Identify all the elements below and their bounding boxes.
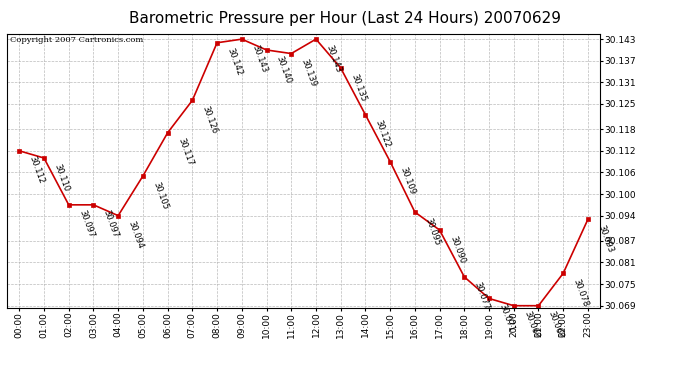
Text: 30.095: 30.095	[423, 216, 442, 246]
Text: 30.112: 30.112	[28, 155, 46, 185]
Text: 30.071: 30.071	[497, 303, 516, 333]
Text: 30.109: 30.109	[398, 166, 417, 196]
Text: 30.135: 30.135	[349, 72, 368, 103]
Text: 30.110: 30.110	[52, 162, 70, 192]
Text: 30.069: 30.069	[546, 310, 565, 340]
Text: 30.077: 30.077	[473, 281, 491, 312]
Text: 30.105: 30.105	[151, 180, 170, 210]
Text: 30.117: 30.117	[176, 137, 195, 167]
Text: 30.122: 30.122	[374, 119, 392, 149]
Text: 30.093: 30.093	[596, 224, 615, 254]
Text: 30.078: 30.078	[571, 278, 590, 308]
Text: 30.143: 30.143	[324, 44, 343, 74]
Text: 30.090: 30.090	[448, 234, 466, 264]
Text: 30.126: 30.126	[201, 105, 219, 135]
Text: 30.069: 30.069	[522, 310, 540, 340]
Text: 30.140: 30.140	[275, 54, 293, 84]
Text: 30.143: 30.143	[250, 44, 268, 74]
Text: Barometric Pressure per Hour (Last 24 Hours) 20070629: Barometric Pressure per Hour (Last 24 Ho…	[129, 11, 561, 26]
Text: 30.097: 30.097	[77, 209, 95, 240]
Text: 30.139: 30.139	[299, 58, 318, 88]
Text: 30.097: 30.097	[101, 209, 120, 240]
Text: Copyright 2007 Cartronics.com: Copyright 2007 Cartronics.com	[10, 36, 143, 45]
Text: 30.142: 30.142	[226, 47, 244, 77]
Text: 30.094: 30.094	[126, 220, 145, 250]
